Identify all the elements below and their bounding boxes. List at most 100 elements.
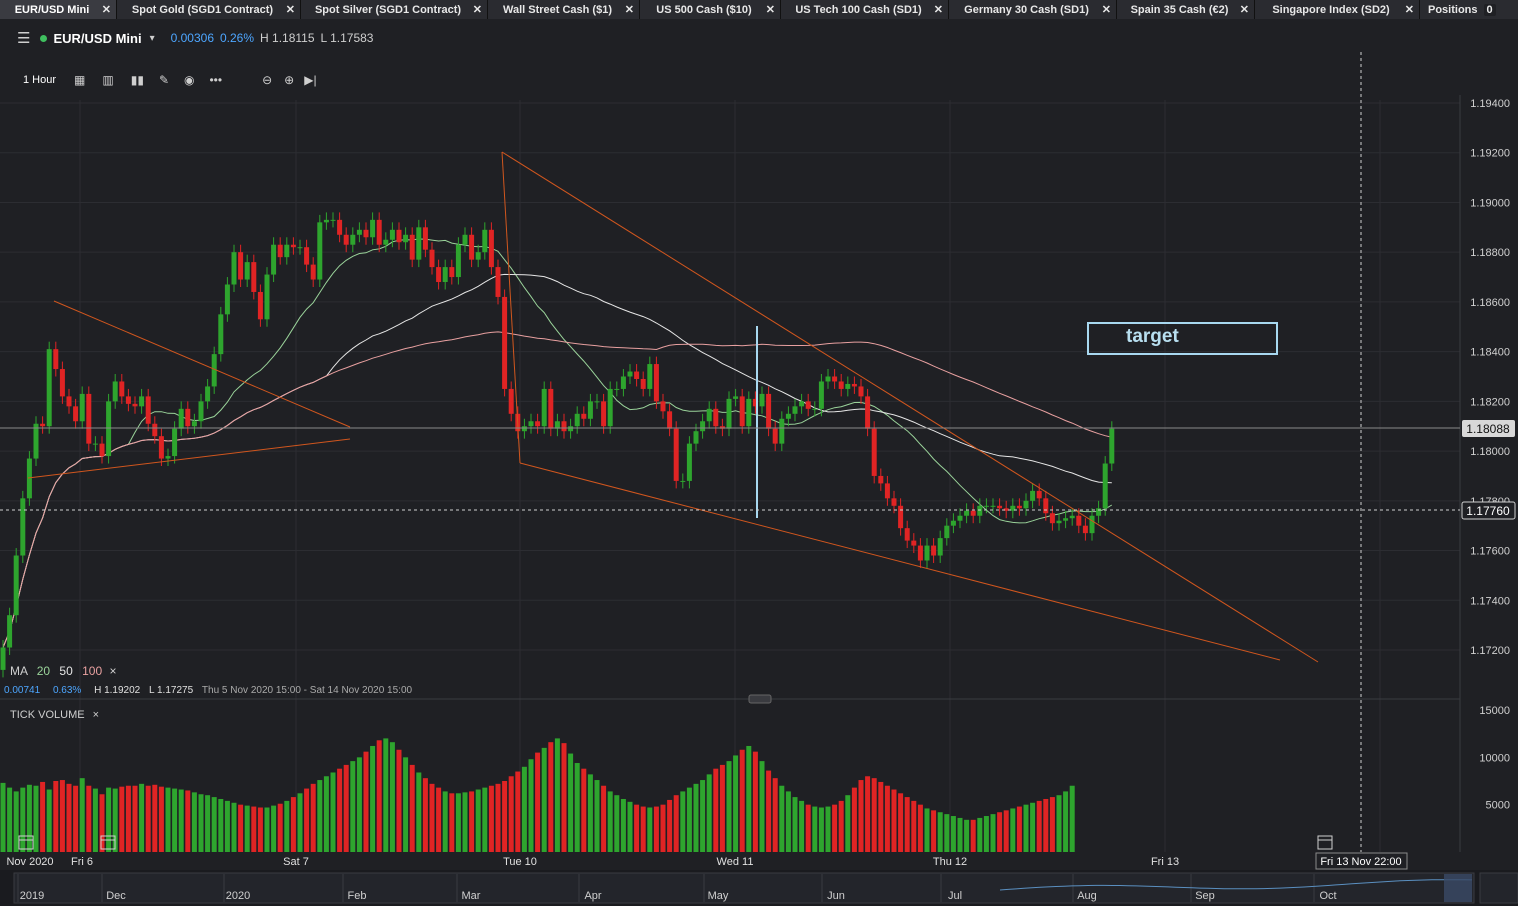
chart-type-icon[interactable]: ▦ xyxy=(74,73,86,87)
time-tick-label: Tue 10 xyxy=(503,856,537,868)
volume-bar xyxy=(898,793,904,852)
candle xyxy=(350,234,356,245)
zoom-in-icon[interactable]: ⊕ xyxy=(284,73,295,87)
zoom-out-icon[interactable]: ⊖ xyxy=(262,73,273,87)
volume-bar xyxy=(1030,802,1036,852)
candle xyxy=(73,406,79,422)
eye-icon[interactable]: ◉ xyxy=(184,73,195,87)
calendar-icon[interactable] xyxy=(1317,835,1333,850)
navigator-label: 2019 xyxy=(20,890,44,902)
candle xyxy=(832,376,838,382)
volume-bar xyxy=(442,791,448,852)
candle xyxy=(917,545,923,561)
tab-spain35[interactable]: Spain 35 Cash (€2) ✕ xyxy=(1117,0,1255,19)
close-icon[interactable]: × xyxy=(92,709,100,721)
tab-us-tech[interactable]: US Tech 100 Cash (SD1) ✕ xyxy=(781,0,949,19)
volume-bar xyxy=(178,789,184,852)
more-icon[interactable]: ••• xyxy=(209,73,223,87)
instrument-name[interactable]: EUR/USD Mini xyxy=(53,30,142,46)
menu-icon[interactable]: ☰ xyxy=(17,30,31,47)
navigator-label: Mar xyxy=(462,890,481,902)
candle-type-icon[interactable]: ▥ xyxy=(102,73,114,87)
candle xyxy=(264,274,270,320)
candle xyxy=(172,428,178,457)
candle xyxy=(1096,508,1102,516)
volume-bar xyxy=(119,786,125,852)
volume-bar xyxy=(310,783,316,852)
candle xyxy=(548,388,554,429)
tab-germany30[interactable]: Germany 30 Cash (SD1) ✕ xyxy=(949,0,1117,19)
volume-bar xyxy=(917,804,923,852)
price-tick-label: 1.18200 xyxy=(1470,396,1510,408)
volume-bar xyxy=(449,793,455,852)
volume-bar xyxy=(818,807,824,852)
close-icon[interactable]: ✕ xyxy=(101,4,111,16)
candle xyxy=(957,515,963,521)
scroll-to-end-icon[interactable]: ▶| xyxy=(304,73,317,87)
chevron-down-icon[interactable]: ▾ xyxy=(149,32,155,44)
candle xyxy=(86,393,92,444)
close-icon[interactable]: ✕ xyxy=(933,4,943,16)
draw-icon[interactable]: ✎ xyxy=(158,73,169,87)
volume-bar xyxy=(330,772,336,852)
indicators-icon[interactable]: ▮▮ xyxy=(130,73,144,87)
close-icon[interactable]: ✕ xyxy=(624,4,634,16)
candle xyxy=(587,401,593,419)
timeframe-select[interactable]: 1 Hour xyxy=(23,74,57,86)
volume-bar xyxy=(1056,795,1062,852)
volume-bar xyxy=(73,785,79,852)
volume-bar xyxy=(224,800,230,852)
volume-bar xyxy=(825,806,831,852)
volume-bar xyxy=(152,784,158,852)
close-icon[interactable]: ✕ xyxy=(1101,4,1111,16)
candle xyxy=(799,401,805,407)
volume-bar xyxy=(845,795,851,852)
close-icon[interactable]: ✕ xyxy=(765,4,775,16)
volume-bar xyxy=(838,800,844,852)
tab-spot-gold[interactable]: Spot Gold (SGD1 Contract) ✕ xyxy=(117,0,301,19)
tab-eurusd[interactable]: EUR/USD Mini ✕ xyxy=(0,0,117,19)
tab-spot-silver[interactable]: Spot Silver (SGD1 Contract) ✕ xyxy=(301,0,488,19)
market-status-dot xyxy=(40,34,48,42)
candle xyxy=(165,456,171,459)
volume-bar xyxy=(396,749,402,852)
volume-bar xyxy=(891,789,897,852)
close-icon[interactable]: ✕ xyxy=(1239,4,1249,16)
calendar-icon-left[interactable] xyxy=(100,835,116,850)
volume-bar xyxy=(20,787,26,852)
range-change-pct: 0.63% xyxy=(52,685,82,696)
candle xyxy=(7,615,13,648)
tab-us500[interactable]: US 500 Cash ($10) ✕ xyxy=(640,0,781,19)
candle xyxy=(752,398,758,407)
volume-bar xyxy=(92,788,98,852)
volume-title: TICK VOLUME × xyxy=(10,709,100,721)
candle xyxy=(46,349,52,427)
volume-bar xyxy=(488,785,494,852)
candle xyxy=(20,498,26,556)
calendar-icon-start[interactable] xyxy=(18,835,34,850)
volume-bar xyxy=(587,774,593,852)
crosshair-price-badge xyxy=(1461,501,1516,520)
candle xyxy=(383,239,389,245)
close-icon[interactable]: ✕ xyxy=(472,4,482,16)
volume-bar xyxy=(614,795,620,852)
candle xyxy=(693,431,699,444)
close-icon[interactable]: ✕ xyxy=(285,4,295,16)
candle xyxy=(409,234,415,260)
price-tick-label: 1.18400 xyxy=(1470,347,1510,359)
price-tick-label: 1.17600 xyxy=(1470,546,1510,558)
close-icon[interactable]: × xyxy=(109,664,117,678)
candle xyxy=(812,408,818,410)
volume-tick-label: 15000 xyxy=(1479,705,1510,717)
volume-bar xyxy=(297,793,303,852)
navigator-label: Sep xyxy=(1195,890,1215,902)
tab-wall-street[interactable]: Wall Street Cash ($1) ✕ xyxy=(488,0,640,19)
volume-bar xyxy=(904,797,910,852)
candle xyxy=(766,393,772,429)
close-icon[interactable]: ✕ xyxy=(1404,4,1414,16)
navigator-window[interactable] xyxy=(1444,874,1472,902)
positions-tab[interactable]: Positions 0 xyxy=(1420,0,1518,19)
ma-legend-50: 50 xyxy=(59,664,73,678)
tab-singapore[interactable]: Singapore Index (SD2) ✕ xyxy=(1255,0,1420,19)
